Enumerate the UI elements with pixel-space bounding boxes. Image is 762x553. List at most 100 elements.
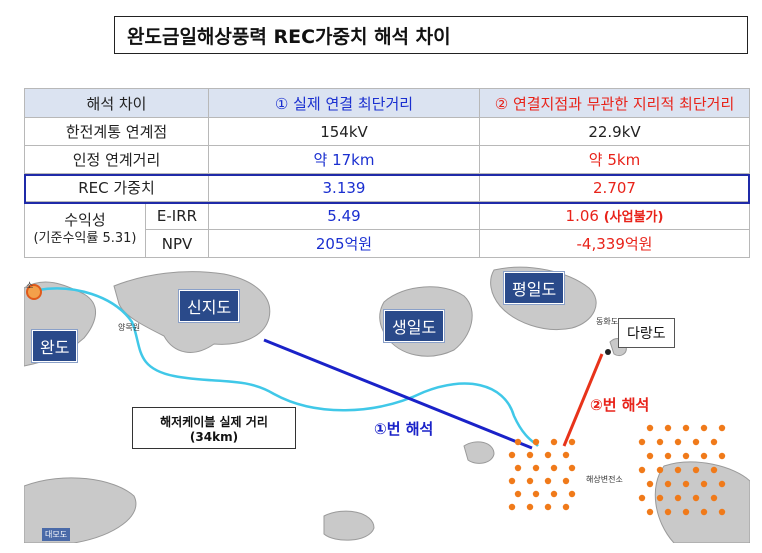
darang-marker — [605, 349, 611, 355]
interp2-label: ②번 해석 — [590, 396, 650, 414]
turbine-dot — [568, 464, 576, 472]
turbine-dot — [674, 494, 682, 502]
small-label: 해상변전소 — [586, 475, 623, 484]
turbine-dot — [550, 438, 558, 446]
turbine-dot — [550, 464, 558, 472]
row-label: REC 가중치 — [24, 173, 209, 202]
comparison-table: 해석 차이 ① 실제 연결 최단거리 ② 연결지점과 무관한 지리적 최단거리 … — [24, 88, 750, 258]
turbine-dot — [718, 480, 726, 488]
interp1-label: ①번 해석 — [374, 420, 434, 438]
turbine-dot — [674, 438, 682, 446]
map-area: 완도 신지도 생일도 평일도 다랑도 양목원 대모도 해상변전소 동화도 소 해… — [23, 266, 751, 544]
cell-a: 154kV — [208, 117, 480, 146]
turbine-dot — [638, 438, 646, 446]
turbine-dot — [718, 508, 726, 516]
turbine-dot — [550, 490, 558, 498]
turbine-dot — [682, 452, 690, 460]
row-label: 한전계통 연계점 — [24, 117, 209, 146]
turbine-dot — [682, 480, 690, 488]
table-row: 인정 연계거리 약 17km 약 5km — [24, 145, 750, 174]
turbine-dot — [638, 494, 646, 502]
turbine-dot — [700, 452, 708, 460]
turbine-dot — [508, 477, 516, 485]
turbine-dot — [692, 494, 700, 502]
turbine-dot — [692, 466, 700, 474]
turbine-dot — [700, 424, 708, 432]
small-label: 동화도 — [596, 317, 619, 326]
cell-a: 3.139 — [208, 173, 480, 202]
header-cell: 해석 차이 — [24, 88, 209, 118]
turbine-dot — [656, 438, 664, 446]
header-cell: ② 연결지점과 무관한 지리적 최단거리 — [479, 88, 750, 118]
turbine-dot — [638, 466, 646, 474]
turbine-dot — [664, 508, 672, 516]
turbine-dot — [682, 424, 690, 432]
turbine-dot — [692, 438, 700, 446]
turbine-dot — [674, 466, 682, 474]
cell-a: 205억원 — [208, 229, 480, 258]
label-pyeongil: 평일도 — [502, 271, 566, 305]
small-label: 소 — [26, 281, 34, 290]
turbine-dot — [514, 490, 522, 498]
page-title: 완도금일해상풍력 REC가중치 해석 차이 — [114, 16, 748, 54]
cell-b-value: 1.06 — [565, 207, 599, 225]
turbine-dot — [544, 477, 552, 485]
table-row: 수익성 (기준수익률 5.31) E-IRR 5.49 1.06 (사업불가) — [24, 201, 750, 258]
turbine-dot — [526, 477, 534, 485]
metric-label: NPV — [145, 229, 209, 258]
turbine-dot — [656, 466, 664, 474]
header-cell: ① 실제 연결 최단거리 — [208, 88, 480, 118]
table-row: REC 가중치 3.139 2.707 — [24, 173, 750, 202]
island-small2 — [323, 510, 375, 541]
turbine-dot — [700, 508, 708, 516]
turbine-dot — [562, 451, 570, 459]
turbine-group — [508, 424, 726, 516]
turbine-dot — [710, 438, 718, 446]
cable-box-line1: 해저케이블 실제 거리 — [160, 414, 268, 429]
interp1-line — [263, 338, 533, 450]
profit-sub: (기준수익률 5.31) — [33, 230, 137, 246]
cell-b: -4,339억원 — [479, 229, 750, 258]
cable-box-line2: (34km) — [189, 429, 239, 444]
turbine-dot — [532, 464, 540, 472]
turbine-dot — [562, 503, 570, 511]
turbine-dot — [646, 508, 654, 516]
island-bottom-right — [654, 461, 751, 544]
label-saengil: 생일도 — [382, 309, 446, 343]
turbine-dot — [568, 438, 576, 446]
substation-icon — [26, 284, 42, 300]
turbine-dot — [514, 438, 522, 446]
turbine-dot — [664, 452, 672, 460]
island-bottom-left — [23, 477, 137, 544]
turbine-dot — [526, 503, 534, 511]
label-sinji: 신지도 — [177, 289, 241, 323]
turbine-dot — [710, 466, 718, 474]
small-label: 양목원 — [118, 323, 141, 332]
turbine-dot — [646, 424, 654, 432]
table-row: 한전계통 연계점 154kV 22.9kV — [24, 117, 750, 146]
small-label: 대모도 — [42, 528, 71, 541]
turbine-dot — [656, 494, 664, 502]
turbine-dot — [508, 451, 516, 459]
turbine-dot — [646, 480, 654, 488]
island-small1 — [463, 441, 495, 464]
turbine-dot — [532, 438, 540, 446]
turbine-dot — [664, 480, 672, 488]
cell-b: 22.9kV — [479, 117, 750, 146]
row-label: 인정 연계거리 — [24, 145, 209, 174]
table-row: NPV 205억원 -4,339억원 — [25, 229, 750, 258]
turbine-dot — [718, 424, 726, 432]
profit-label: 수익성 — [64, 211, 106, 230]
table-header-row: 해석 차이 ① 실제 연결 최단거리 ② 연결지점과 무관한 지리적 최단거리 — [24, 88, 750, 118]
cell-a: 약 17km — [208, 145, 480, 174]
label-wando: 완도 — [30, 329, 79, 363]
cable-route — [37, 287, 539, 447]
interp2-line — [562, 353, 604, 447]
label-darang: 다랑도 — [618, 318, 675, 348]
cell-b-note: (사업불가) — [603, 210, 664, 225]
turbine-dot — [664, 424, 672, 432]
turbine-dot — [562, 477, 570, 485]
turbine-dot — [508, 503, 516, 511]
cell-b: 2.707 — [479, 173, 750, 202]
cable-distance-box: 해저케이블 실제 거리 (34km) — [132, 407, 296, 449]
